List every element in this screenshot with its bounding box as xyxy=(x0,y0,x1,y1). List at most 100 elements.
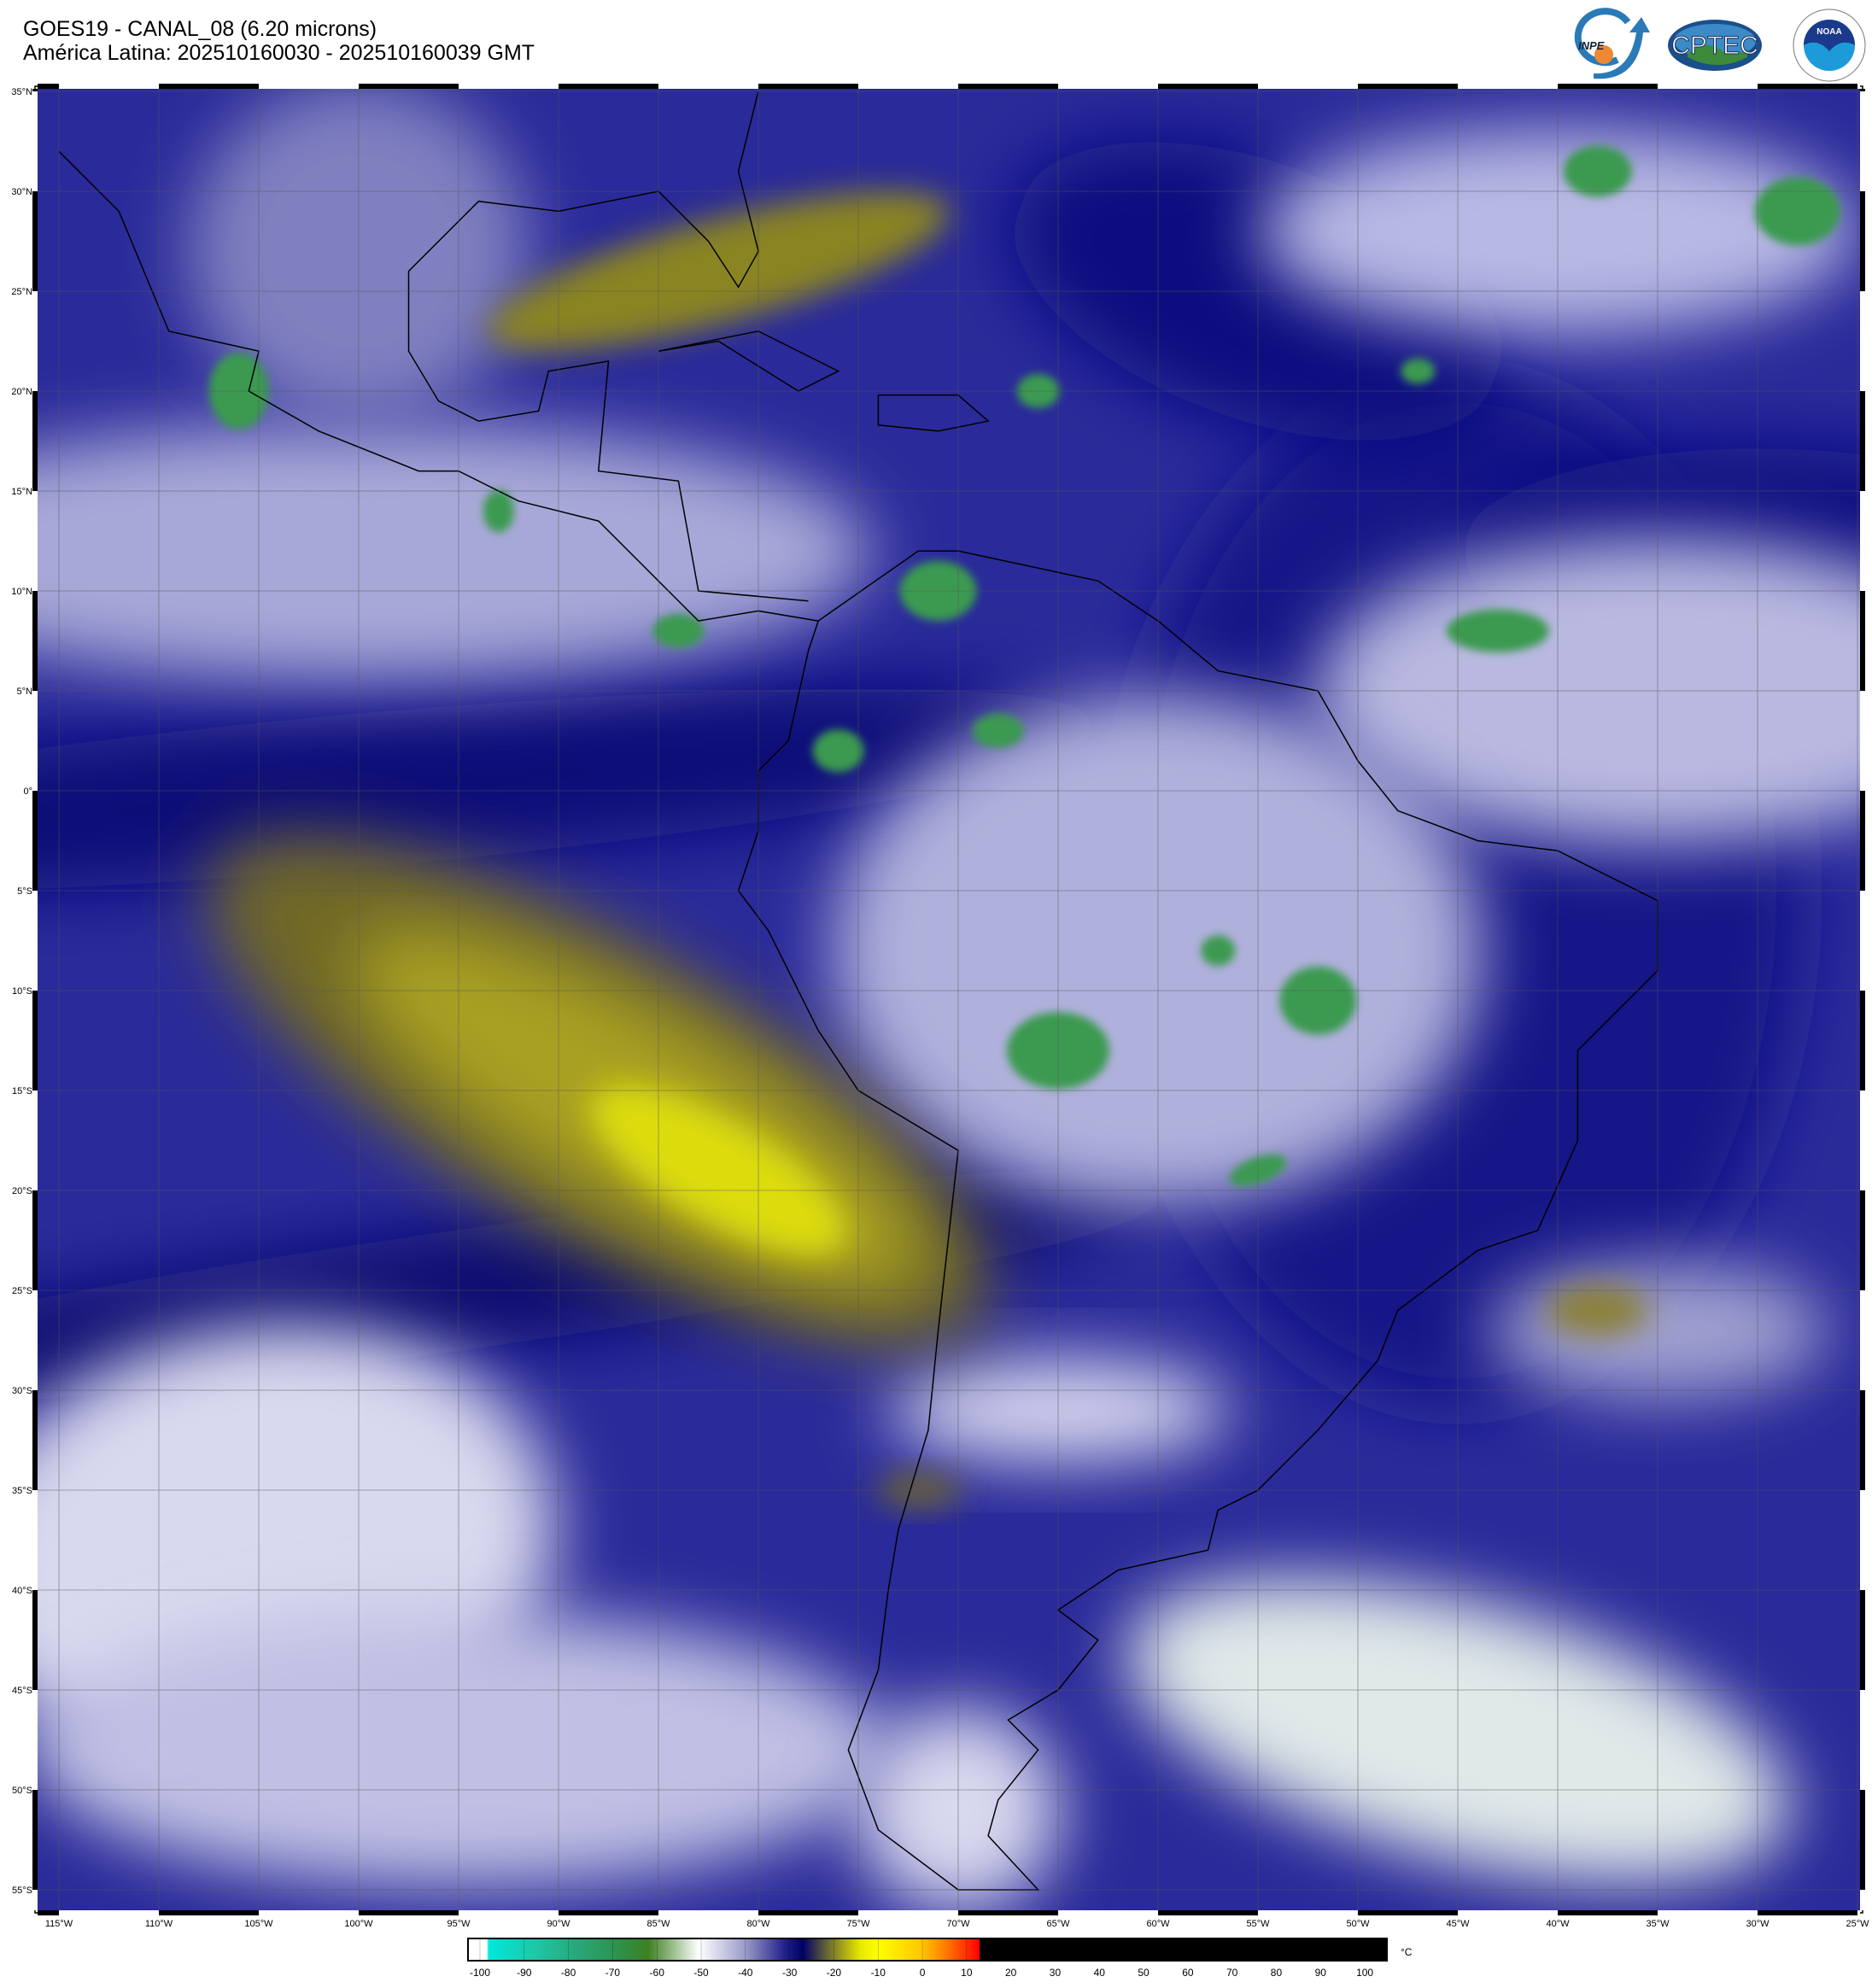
frame-segment xyxy=(32,89,38,91)
lat-label: 10°N xyxy=(11,587,32,597)
frame-segment xyxy=(658,84,758,89)
frame-segment xyxy=(1658,1910,1758,1915)
frame-segment xyxy=(1860,991,1865,1090)
lat-label: 50°S xyxy=(12,1786,32,1796)
frame-segment xyxy=(1258,1910,1358,1915)
lon-label: 45°W xyxy=(1446,1919,1470,1929)
frame-segment xyxy=(359,84,459,89)
lat-label: 5°N xyxy=(17,687,33,697)
frame-segment xyxy=(459,1910,559,1915)
coastline xyxy=(737,550,1658,1891)
colorbar-tick-label: 10 xyxy=(961,1967,973,1979)
frame-segment xyxy=(32,1390,38,1490)
frame-segment xyxy=(32,1290,38,1390)
frame-segment xyxy=(858,84,958,89)
map-frame xyxy=(32,84,1865,1915)
frame-segment xyxy=(32,191,38,291)
frame-segment xyxy=(1860,891,1865,991)
colorbar-tick-label: -100 xyxy=(470,1967,490,1979)
lon-label: 80°W xyxy=(746,1919,770,1929)
frame-segment xyxy=(59,1910,159,1915)
frame-segment xyxy=(32,891,38,991)
lon-label: 95°W xyxy=(447,1919,471,1929)
cloud-feature xyxy=(972,713,1024,748)
frame-segment xyxy=(1860,1590,1865,1690)
frame-segment xyxy=(1558,84,1658,89)
frame-segment xyxy=(32,1690,38,1790)
frame-segment xyxy=(559,84,658,89)
frame-segment xyxy=(1860,491,1865,591)
title-channel: GOES19 - CANAL_08 (6.20 microns) xyxy=(23,17,377,41)
cloud-feature xyxy=(1546,1284,1649,1336)
frame-segment xyxy=(1860,1790,1865,1890)
frame-segment xyxy=(858,1910,958,1915)
frame-segment xyxy=(32,1890,38,1910)
frame-segment xyxy=(1857,1910,1860,1915)
frame-segment xyxy=(1558,1910,1658,1915)
colorbar-tick-label: -40 xyxy=(738,1967,753,1979)
coastline xyxy=(407,91,809,602)
colorbar-tick-label: -90 xyxy=(517,1967,532,1979)
lat-label: 35°S xyxy=(12,1486,32,1496)
colorbar-tick-label: 40 xyxy=(1094,1967,1106,1979)
lat-label: 10°S xyxy=(12,986,32,997)
colorbar-unit: °C xyxy=(1401,1946,1413,1958)
lat-label: 15°N xyxy=(11,487,32,497)
title-region-time: América Latina: 202510160030 - 202510160… xyxy=(23,41,535,65)
frame-segment xyxy=(1860,1390,1865,1490)
colorbar-tick-label: -50 xyxy=(693,1967,709,1979)
colorbar-tick-label: -60 xyxy=(650,1967,665,1979)
frame-segment xyxy=(32,591,38,691)
colorbar-tick-label: 20 xyxy=(1005,1967,1017,1979)
lon-label: 70°W xyxy=(946,1919,970,1929)
colorbar-tick-label: 30 xyxy=(1050,1967,1062,1979)
frame-segment xyxy=(559,1910,658,1915)
frame-segment xyxy=(758,84,858,89)
frame-segment xyxy=(32,1490,38,1590)
colorbar-tick-label: -70 xyxy=(605,1967,621,1979)
frame-segment xyxy=(459,84,559,89)
frame-segment xyxy=(32,291,38,391)
logos: INPE CPTEC NOAA xyxy=(1574,8,1866,82)
coastline xyxy=(658,330,840,392)
coastline xyxy=(877,394,990,432)
lon-label: 85°W xyxy=(646,1919,670,1929)
frame-segment xyxy=(259,84,359,89)
frame-segment xyxy=(958,84,1058,89)
frame-segment xyxy=(1358,84,1458,89)
lon-label: 105°W xyxy=(244,1919,273,1929)
colorbar-tick-label: 60 xyxy=(1182,1967,1194,1979)
frame-segment xyxy=(1860,1890,1865,1910)
cloud-feature xyxy=(38,423,871,680)
colorbar-bar xyxy=(467,1938,1388,1962)
cloud-feature xyxy=(1201,935,1236,967)
frame-segment xyxy=(958,1910,1058,1915)
lat-label: 25°N xyxy=(11,287,32,297)
frame-segment xyxy=(758,1910,858,1915)
cloud-feature xyxy=(1446,609,1549,652)
frame-segment xyxy=(1860,1190,1865,1290)
cptec-logo: CPTEC xyxy=(1668,20,1762,71)
frame-segment xyxy=(38,1910,59,1915)
lon-label: 110°W xyxy=(145,1919,173,1929)
frame-segment xyxy=(159,1910,259,1915)
lat-label: 30°N xyxy=(11,187,32,197)
colorbar-tick-label: 100 xyxy=(1356,1967,1373,1979)
longitude-labels: 115°W 110°W 105°W 100°W 95°W 90°W 85°W 80°W 75°W… xyxy=(45,1919,1869,1929)
frame-segment xyxy=(1860,91,1865,191)
frame-segment xyxy=(1458,1910,1558,1915)
latitude-labels: 35°N 30°N 25°N 20°N 15°N 10°N 5°N 0° 5°S 10°S 15°S… xyxy=(11,87,32,1896)
lon-label: 25°W xyxy=(1846,1919,1869,1929)
frame-segment xyxy=(32,691,38,791)
lon-label: 30°W xyxy=(1746,1919,1770,1929)
lon-label: 75°W xyxy=(846,1919,870,1929)
colorbar-tick-label: 80 xyxy=(1271,1967,1283,1979)
lat-label: 35°N xyxy=(11,87,32,97)
frame-segment xyxy=(32,1590,38,1690)
frame-segment xyxy=(1860,1490,1865,1590)
lat-label: 0° xyxy=(23,786,32,797)
frame-segment xyxy=(1458,84,1558,89)
lon-label: 100°W xyxy=(344,1919,373,1929)
frame-segment xyxy=(1860,291,1865,391)
